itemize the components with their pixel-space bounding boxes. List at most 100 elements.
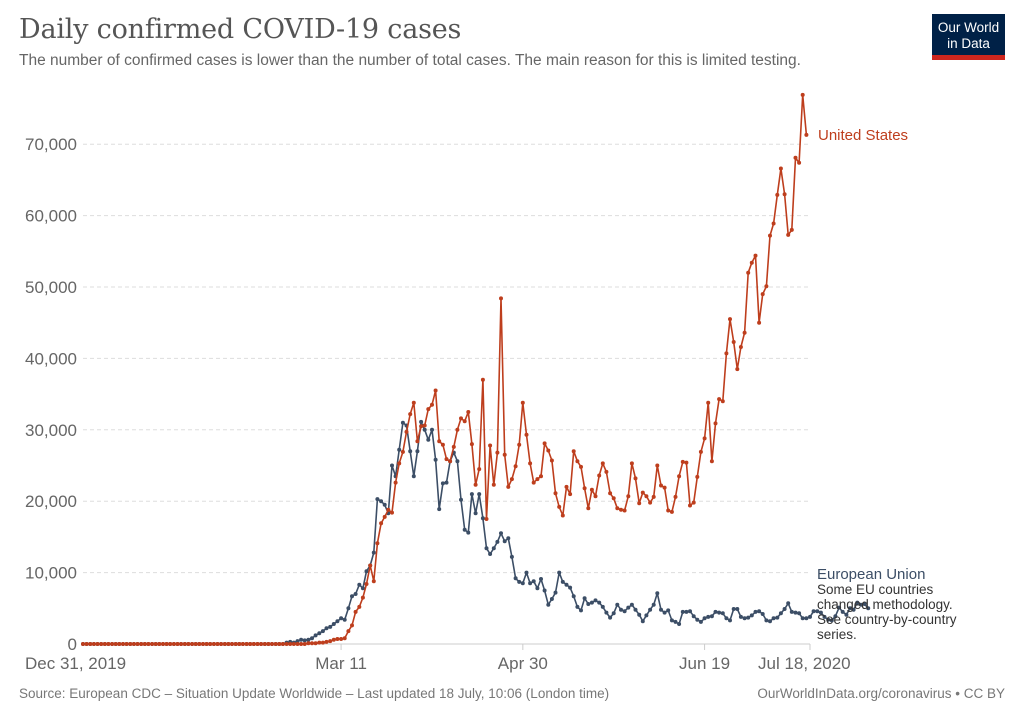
data-point-us[interactable] xyxy=(266,642,271,646)
data-point-eu[interactable] xyxy=(651,602,656,607)
data-point-us[interactable] xyxy=(371,579,376,584)
data-point-eu[interactable] xyxy=(680,609,685,614)
data-point-us[interactable] xyxy=(179,642,184,646)
series-line-us[interactable] xyxy=(83,94,808,645)
data-point-eu[interactable] xyxy=(666,608,671,613)
data-point-us[interactable] xyxy=(317,640,322,645)
data-point-eu[interactable] xyxy=(619,607,623,612)
data-point-eu[interactable] xyxy=(520,581,525,586)
data-point-eu[interactable] xyxy=(637,612,642,617)
data-point-eu[interactable] xyxy=(466,530,471,535)
data-point-eu[interactable] xyxy=(455,459,460,464)
data-point-eu[interactable] xyxy=(709,614,714,619)
data-point-eu[interactable] xyxy=(818,610,823,615)
data-point-us[interactable] xyxy=(589,487,594,492)
data-point-us[interactable] xyxy=(499,296,503,301)
data-point-us[interactable] xyxy=(270,642,274,646)
data-point-us[interactable] xyxy=(259,642,264,646)
data-point-us[interactable] xyxy=(724,351,729,356)
data-point-us[interactable] xyxy=(560,513,565,518)
data-point-eu[interactable] xyxy=(579,608,583,613)
data-point-us[interactable] xyxy=(611,496,616,501)
data-point-eu[interactable] xyxy=(746,615,751,620)
data-point-eu[interactable] xyxy=(509,554,514,559)
data-point-us[interactable] xyxy=(764,284,769,289)
data-point-us[interactable] xyxy=(742,330,747,335)
data-point-us[interactable] xyxy=(400,449,405,454)
data-point-us[interactable] xyxy=(633,476,638,481)
data-point-eu[interactable] xyxy=(517,579,522,584)
data-point-us[interactable] xyxy=(778,166,783,171)
data-point-eu[interactable] xyxy=(320,629,325,634)
data-point-eu[interactable] xyxy=(350,594,354,599)
data-point-us[interactable] xyxy=(604,469,609,474)
data-point-eu[interactable] xyxy=(317,631,322,636)
data-point-us[interactable] xyxy=(760,292,765,297)
data-point-eu[interactable] xyxy=(571,594,576,599)
data-point-us[interactable] xyxy=(651,494,656,499)
data-point-us[interactable] xyxy=(237,642,242,646)
data-point-eu[interactable] xyxy=(717,610,722,615)
data-point-us[interactable] xyxy=(717,397,722,402)
data-point-us[interactable] xyxy=(655,463,660,468)
data-point-eu[interactable] xyxy=(531,579,536,584)
data-point-us[interactable] xyxy=(171,642,176,646)
data-point-eu[interactable] xyxy=(669,618,674,623)
data-point-us[interactable] xyxy=(375,541,380,546)
data-point-eu[interactable] xyxy=(480,516,485,521)
data-point-eu[interactable] xyxy=(753,609,758,614)
data-point-eu[interactable] xyxy=(698,619,703,624)
data-point-us[interactable] xyxy=(320,640,325,645)
data-point-eu[interactable] xyxy=(673,619,678,624)
data-point-us[interactable] xyxy=(422,423,427,428)
data-point-eu[interactable] xyxy=(757,609,762,614)
data-point-us[interactable] xyxy=(440,442,445,447)
data-point-eu[interactable] xyxy=(786,601,791,606)
data-point-eu[interactable] xyxy=(586,602,591,606)
data-point-eu[interactable] xyxy=(564,582,569,587)
data-point-us[interactable] xyxy=(531,480,536,485)
data-point-eu[interactable] xyxy=(662,610,667,615)
data-point-us[interactable] xyxy=(473,482,478,487)
data-point-us[interactable] xyxy=(509,477,514,482)
data-point-eu[interactable] xyxy=(513,576,518,581)
data-point-eu[interactable] xyxy=(408,449,413,454)
data-point-eu[interactable] xyxy=(539,577,543,581)
data-point-us[interactable] xyxy=(586,506,591,511)
data-point-us[interactable] xyxy=(593,494,598,499)
data-point-us[interactable] xyxy=(466,410,471,414)
data-point-us[interactable] xyxy=(506,484,511,489)
data-point-eu[interactable] xyxy=(462,527,467,532)
data-point-us[interactable] xyxy=(786,232,791,237)
data-point-eu[interactable] xyxy=(862,602,867,606)
data-point-eu[interactable] xyxy=(542,588,547,593)
data-point-eu[interactable] xyxy=(382,502,387,507)
data-point-eu[interactable] xyxy=(597,600,602,605)
data-point-eu[interactable] xyxy=(553,590,558,595)
data-point-us[interactable] xyxy=(749,260,754,265)
data-point-us[interactable] xyxy=(455,427,460,432)
data-point-eu[interactable] xyxy=(800,616,805,621)
data-point-us[interactable] xyxy=(680,459,685,464)
data-point-eu[interactable] xyxy=(411,474,416,479)
data-point-eu[interactable] xyxy=(426,437,431,442)
data-point-us[interactable] xyxy=(382,514,387,519)
data-point-eu[interactable] xyxy=(826,617,831,622)
data-point-eu[interactable] xyxy=(342,617,347,622)
data-point-us[interactable] xyxy=(738,345,743,349)
data-point-us[interactable] xyxy=(524,432,529,437)
data-point-us[interactable] xyxy=(204,642,209,646)
data-point-us[interactable] xyxy=(793,155,798,160)
data-point-eu[interactable] xyxy=(477,492,482,497)
data-point-eu[interactable] xyxy=(375,497,380,502)
data-point-eu[interactable] xyxy=(491,546,496,551)
data-point-eu[interactable] xyxy=(615,602,620,607)
data-point-us[interactable] xyxy=(702,436,707,441)
data-point-us[interactable] xyxy=(469,442,474,447)
data-point-eu[interactable] xyxy=(415,449,420,454)
data-point-eu[interactable] xyxy=(295,639,300,644)
data-point-us[interactable] xyxy=(182,642,187,646)
data-point-eu[interactable] xyxy=(335,619,340,624)
data-point-us[interactable] xyxy=(502,452,507,457)
data-point-us[interactable] xyxy=(331,637,336,642)
